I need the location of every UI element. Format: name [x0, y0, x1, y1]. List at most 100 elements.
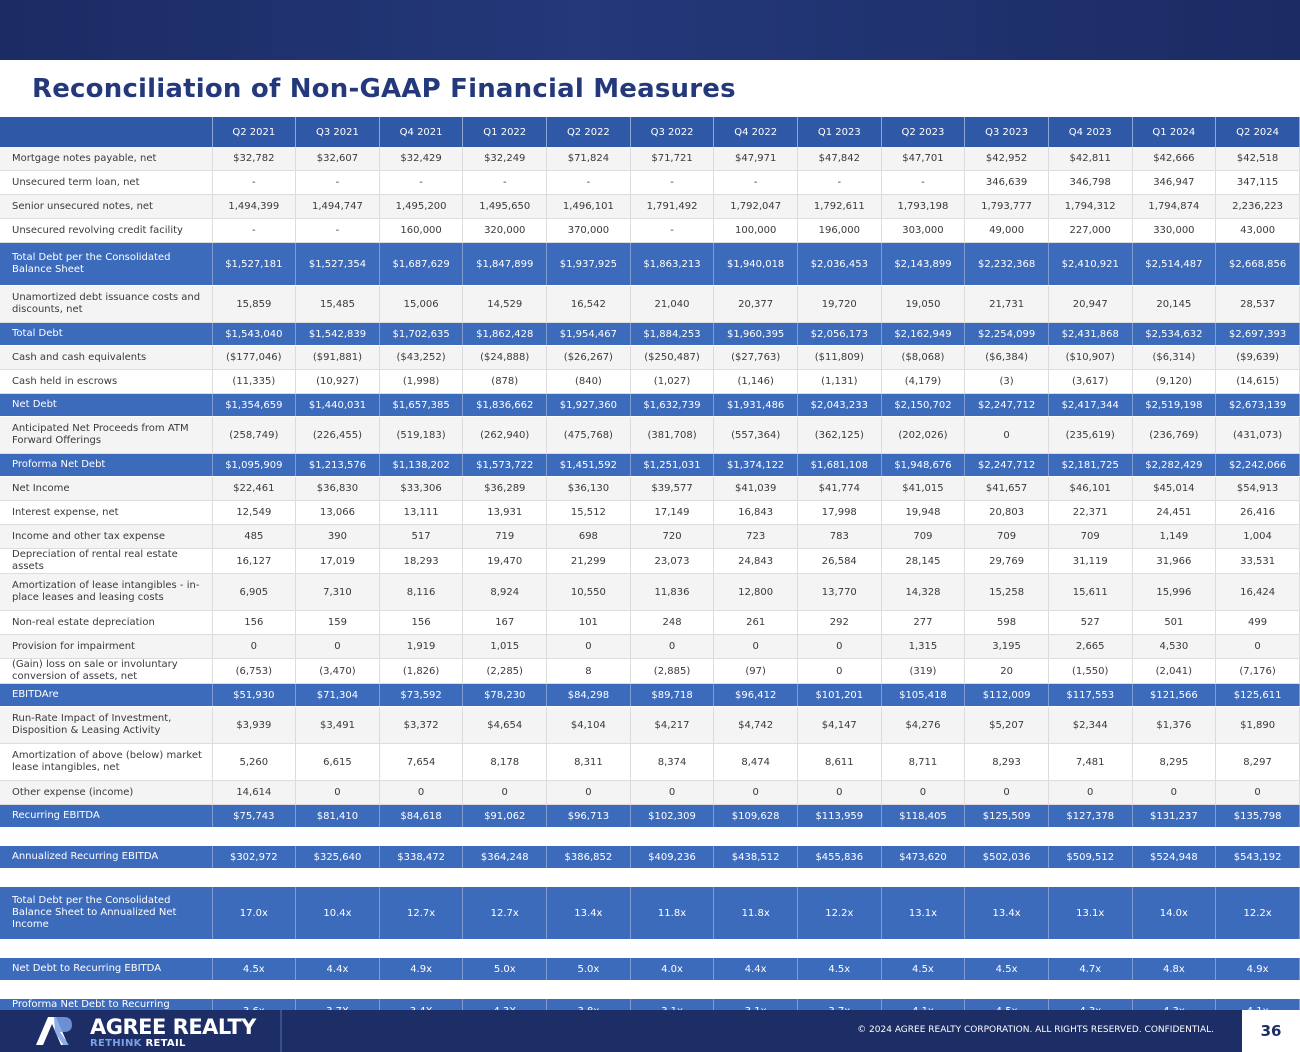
- value-cell: $2,043,233: [797, 393, 882, 417]
- value-cell: -: [212, 218, 297, 243]
- total-row: Recurring EBITDA $75,743 $81,410 $84,618 $91…: [0, 804, 1300, 828]
- logo-mark-icon: [36, 1017, 72, 1045]
- value-cell: 12,800: [713, 573, 798, 611]
- value-cell: 346,798: [1048, 170, 1133, 195]
- value-cell: 248: [630, 610, 715, 635]
- value-cell: $3,491: [295, 706, 380, 744]
- value-cell: 1,015: [462, 634, 548, 659]
- value-cell: 1,793,777: [964, 194, 1049, 219]
- row-label: Interest expense, net: [0, 500, 213, 525]
- table-row: Unsecured term loan, net - - - - - - - - -346,639…: [0, 170, 1300, 195]
- value-cell: -: [295, 170, 380, 195]
- spacer-row: [0, 980, 1300, 999]
- value-cell: (11,335): [212, 369, 297, 394]
- value-cell: 346,639: [964, 170, 1049, 195]
- table-header-row: Q2 2021 Q3 2021 Q4 2021 Q1 2022 Q2 2022 Q3 20…: [0, 117, 1300, 147]
- value-cell: 14.0x: [1132, 887, 1217, 940]
- value-cell: $2,514,487: [1132, 242, 1217, 286]
- value-cell: $543,192: [1215, 846, 1300, 869]
- value-cell: $1,931,486: [713, 393, 798, 417]
- row-label: Provision for impairment: [0, 634, 213, 659]
- value-cell: $1,527,181: [212, 242, 297, 286]
- value-cell: 28,145: [881, 548, 966, 574]
- value-cell: 12.7x: [462, 887, 548, 940]
- value-cell: (878): [462, 369, 548, 394]
- value-cell: 4.8x: [1132, 958, 1217, 981]
- value-cell: $2,036,453: [797, 242, 882, 286]
- row-label: Total Debt per the Consolidated Balance …: [0, 887, 213, 940]
- value-cell: 4.4x: [295, 958, 380, 981]
- value-cell: $113,959: [797, 804, 882, 828]
- row-label: Unamortized debt issuance costs and disc…: [0, 285, 213, 323]
- value-cell: 485: [212, 524, 297, 549]
- value-cell: 598: [964, 610, 1049, 635]
- column-header: Q2 2021: [212, 117, 297, 147]
- value-cell: 43,000: [1215, 218, 1300, 243]
- value-cell: 1,793,198: [881, 194, 966, 219]
- value-cell: 0: [546, 780, 631, 805]
- value-cell: ($91,881): [295, 345, 380, 370]
- value-cell: -: [713, 170, 798, 195]
- value-cell: (6,753): [212, 658, 297, 684]
- value-cell: (1,146): [713, 369, 798, 394]
- value-cell: 330,000: [1132, 218, 1217, 243]
- value-cell: $1,632,739: [630, 393, 715, 417]
- value-cell: 13.4x: [964, 887, 1049, 940]
- value-cell: (202,026): [881, 416, 966, 454]
- value-cell: $438,512: [713, 846, 798, 869]
- value-cell: 4.9x: [1215, 958, 1300, 981]
- value-cell: 15,006: [379, 285, 464, 323]
- value-cell: (1,826): [379, 658, 464, 684]
- value-cell: $2,232,368: [964, 242, 1049, 286]
- value-cell: 156: [379, 610, 464, 635]
- value-cell: 16,424: [1215, 573, 1300, 611]
- value-cell: 303,000: [881, 218, 966, 243]
- value-cell: 8,116: [379, 573, 464, 611]
- value-cell: $1,138,202: [379, 453, 464, 477]
- value-cell: 12.2x: [1215, 887, 1300, 940]
- spacer-cell: [0, 939, 1300, 958]
- value-cell: 723: [713, 524, 798, 549]
- value-cell: $42,666: [1132, 147, 1217, 171]
- value-cell: $41,657: [964, 476, 1049, 501]
- value-cell: -: [546, 170, 631, 195]
- value-cell: (519,183): [379, 416, 464, 454]
- value-cell: $1,890: [1215, 706, 1300, 744]
- value-cell: $2,673,139: [1215, 393, 1300, 417]
- column-header: Q4 2022: [713, 117, 798, 147]
- column-header: Q4 2021: [379, 117, 464, 147]
- table-body: Q2 2021 Q3 2021 Q4 2021 Q1 2022 Q2 2022 Q3 20…: [0, 117, 1300, 1024]
- table-row: Amortization of lease intangibles - in-p…: [0, 573, 1300, 611]
- row-label: Anticipated Net Proceeds from ATM Forwar…: [0, 416, 213, 454]
- value-cell: 10.4x: [295, 887, 380, 940]
- value-cell: 13.1x: [1048, 887, 1133, 940]
- page-title: Reconciliation of Non-GAAP Financial Mea…: [32, 74, 736, 104]
- value-cell: 11.8x: [630, 887, 715, 940]
- table-row: Depreciation of rental real estate asset…: [0, 548, 1300, 574]
- value-cell: $41,039: [713, 476, 798, 501]
- value-cell: 20,145: [1132, 285, 1217, 323]
- value-cell: 5.0x: [546, 958, 631, 981]
- value-cell: (1,027): [630, 369, 715, 394]
- value-cell: $71,721: [630, 147, 715, 171]
- value-cell: $1,863,213: [630, 242, 715, 286]
- value-cell: $109,628: [713, 804, 798, 828]
- value-cell: $2,697,393: [1215, 322, 1300, 346]
- agree-realty-logo: AGREE REALTY RETHINK RETAIL: [34, 1013, 274, 1049]
- value-cell: (14,615): [1215, 369, 1300, 394]
- table-row: Mortgage notes payable, net $32,782 $32,60…: [0, 147, 1300, 171]
- row-label: Depreciation of rental real estate asset…: [0, 548, 213, 574]
- value-cell: 100,000: [713, 218, 798, 243]
- value-cell: $2,181,725: [1048, 453, 1133, 477]
- table-row: Unsecured revolving credit facility - -160…: [0, 218, 1300, 243]
- value-cell: $42,811: [1048, 147, 1133, 171]
- value-cell: 7,481: [1048, 743, 1133, 781]
- value-cell: (258,749): [212, 416, 297, 454]
- value-cell: $131,237: [1132, 804, 1217, 828]
- value-cell: $473,620: [881, 846, 966, 869]
- value-cell: 15,258: [964, 573, 1049, 611]
- table-row: Amortization of above (below) market lea…: [0, 743, 1300, 781]
- column-header: Q2 2024: [1215, 117, 1300, 147]
- value-cell: 28,537: [1215, 285, 1300, 323]
- value-cell: (2,041): [1132, 658, 1217, 684]
